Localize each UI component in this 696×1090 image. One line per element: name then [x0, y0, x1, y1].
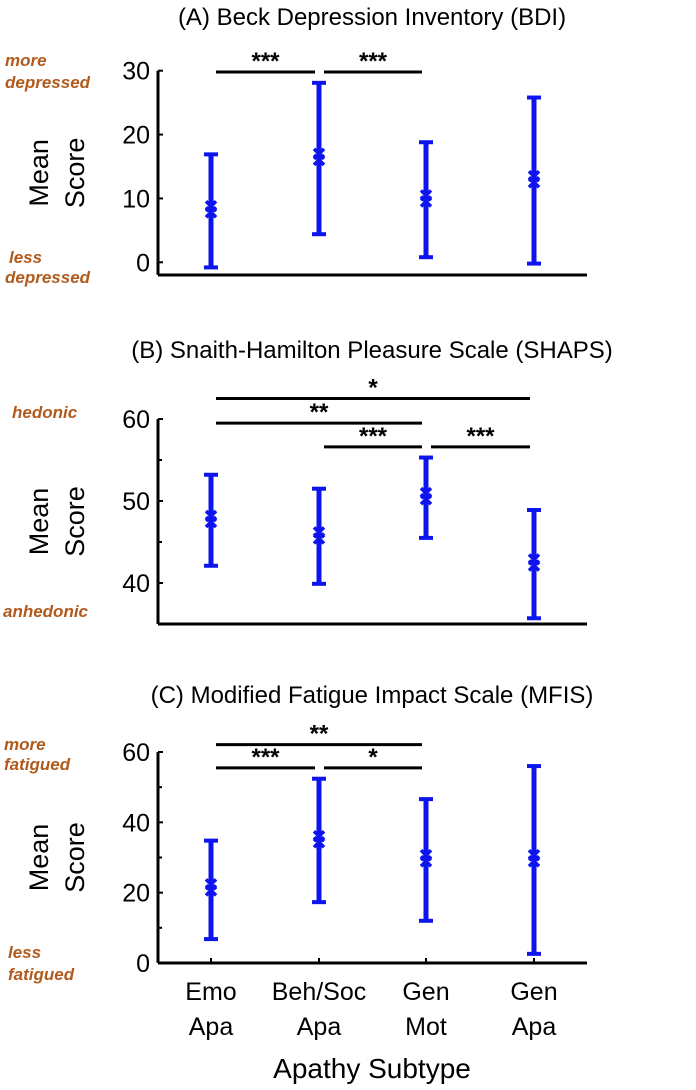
annotation-top: more — [5, 51, 47, 70]
mean-marker — [527, 559, 541, 572]
mean-marker — [419, 492, 433, 506]
mean-marker — [312, 153, 326, 167]
mean-marker — [312, 532, 326, 545]
panel-title: (A) Beck Depression Inventory (BDI) — [178, 4, 566, 31]
significance-label: *** — [251, 744, 280, 771]
annotation-bottom: less — [8, 943, 41, 962]
y-axis-label-line2: Score — [60, 138, 90, 209]
y-tick-label: 0 — [136, 249, 150, 277]
annotation-bottom: anhedonic — [3, 602, 89, 621]
x-tick-label: Apa — [189, 1013, 234, 1041]
y-tick-label: 40 — [122, 809, 150, 837]
significance-label: ** — [310, 721, 329, 748]
mean-marker — [527, 176, 541, 189]
y-tick-label: 40 — [122, 570, 150, 598]
panel-title: (B) Snaith-Hamilton Pleasure Scale (SHAP… — [131, 337, 613, 364]
significance-label: *** — [359, 48, 388, 75]
y-tick-label: 30 — [122, 58, 150, 86]
x-tick-label: Apa — [297, 1013, 342, 1041]
y-tick-label: 10 — [122, 185, 150, 213]
annotation-top: hedonic — [12, 403, 78, 422]
annotation-bottom: less — [9, 248, 42, 267]
significance-label: * — [368, 375, 378, 402]
y-axis-label-line1: Mean — [24, 824, 54, 892]
significance-label: *** — [251, 48, 280, 75]
mean-marker — [419, 195, 433, 208]
annotation-top: fatigued — [4, 755, 71, 774]
x-tick-label: Emo — [185, 978, 236, 1006]
mean-marker — [204, 515, 218, 529]
y-tick-label: 60 — [122, 406, 150, 434]
mean-marker — [527, 854, 541, 868]
panel-title: (C) Modified Fatigue Impact Scale (MFIS) — [151, 682, 594, 709]
significance-label: *** — [359, 423, 388, 450]
y-axis-label-line2: Score — [60, 486, 90, 557]
x-axis-label: Apathy Subtype — [273, 1053, 471, 1084]
y-tick-label: 50 — [122, 488, 150, 516]
y-tick-label: 0 — [136, 950, 150, 978]
y-tick-label: 60 — [122, 739, 150, 767]
mean-marker — [204, 206, 218, 219]
annotation-top: more — [4, 735, 46, 754]
x-tick-label: Gen — [402, 978, 449, 1006]
significance-label: ** — [310, 399, 329, 426]
significance-label: * — [368, 744, 378, 771]
x-tick-label: Gen — [510, 978, 557, 1006]
y-axis-label-line1: Mean — [24, 139, 54, 207]
y-axis-label-line2: Score — [60, 822, 90, 893]
x-tick-label: Mot — [405, 1013, 447, 1041]
annotation-bottom: fatigued — [8, 965, 75, 984]
y-axis-label-line1: Mean — [24, 488, 54, 556]
significance-label: *** — [466, 423, 495, 450]
mean-marker — [419, 854, 433, 868]
x-tick-label: Apa — [512, 1013, 557, 1041]
annotation-bottom: depressed — [5, 268, 91, 287]
annotation-top: depressed — [5, 73, 91, 92]
y-tick-label: 20 — [122, 122, 150, 150]
x-tick-label: Beh/Soc — [272, 978, 367, 1006]
mean-marker — [312, 835, 326, 849]
mean-marker — [204, 884, 218, 897]
y-tick-label: 20 — [122, 880, 150, 908]
